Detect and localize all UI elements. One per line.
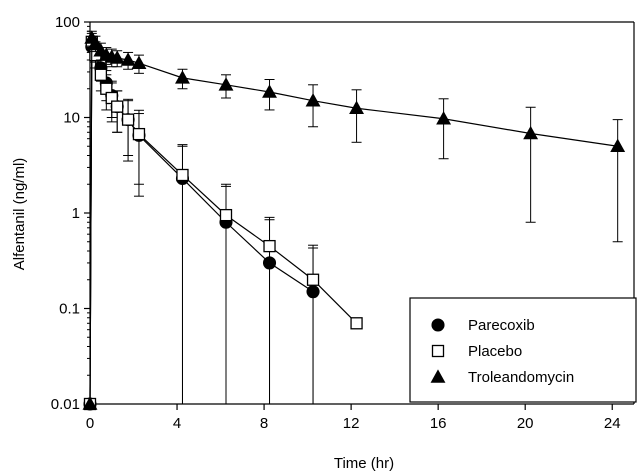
data-point <box>131 55 147 70</box>
data-point <box>175 70 190 84</box>
data-point <box>176 168 189 182</box>
x-tick-label: 0 <box>86 415 94 432</box>
data-point <box>132 127 146 141</box>
x-axis-title: Time (hr) <box>334 455 394 472</box>
data-point <box>306 273 320 286</box>
data-point <box>94 68 108 81</box>
legend-marker <box>430 369 446 383</box>
x-tick-label: 12 <box>343 415 360 432</box>
x-tick-label: 8 <box>260 415 268 432</box>
x-tick-label: 20 <box>517 415 534 432</box>
y-tick-label: 100 <box>55 14 80 31</box>
legend-items: Parecoxib Placebo Troleandomycin <box>430 317 574 386</box>
y-ticks: 0.01 0.1 1 10 100 <box>51 14 90 413</box>
legend-marker <box>431 318 445 332</box>
x-ticks: 0 4 8 12 16 20 24 <box>86 404 621 432</box>
legend-marker <box>431 344 445 358</box>
data-point <box>262 84 277 98</box>
data-point <box>121 113 135 126</box>
data-point <box>111 100 124 113</box>
y-tick-label: 0.1 <box>59 301 80 318</box>
x-tick-label: 16 <box>430 415 447 432</box>
legend-label: Parecoxib <box>468 317 535 334</box>
legend: Parecoxib Placebo Troleandomycin <box>409 297 637 403</box>
y-axis-title: Alfentanil (ng/ml) <box>11 158 28 271</box>
data-point <box>82 396 98 410</box>
legend-label: Placebo <box>468 343 522 360</box>
data-point <box>120 52 136 66</box>
data-point <box>436 111 452 125</box>
data-point <box>219 208 233 222</box>
legend-box <box>409 297 637 403</box>
y-tick-label: 10 <box>63 110 80 127</box>
y-tick-label: 1 <box>72 205 80 222</box>
data-point <box>349 100 365 115</box>
x-tick-label: 4 <box>173 415 181 432</box>
data-point <box>109 50 125 64</box>
data-point <box>350 317 363 330</box>
data-point <box>305 93 321 107</box>
legend-label: Troleandomycin <box>468 369 574 386</box>
data-point <box>218 77 234 91</box>
x-tick-label: 24 <box>604 415 621 432</box>
series-layer <box>82 30 626 411</box>
data-point <box>610 138 626 153</box>
series-troleandomycin <box>82 30 626 410</box>
data-point <box>523 125 539 140</box>
series-parecoxib <box>83 36 320 411</box>
data-point <box>87 35 103 49</box>
data-point <box>263 239 276 253</box>
y-tick-label: 0.01 <box>51 396 80 413</box>
